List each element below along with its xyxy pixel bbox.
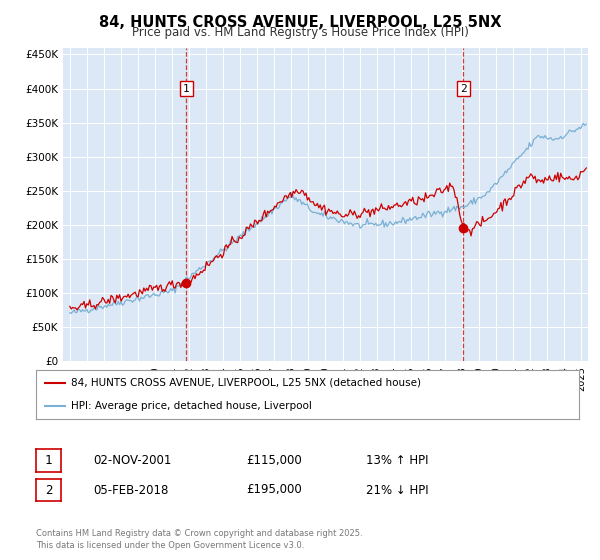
Text: £115,000: £115,000 — [246, 454, 302, 467]
Text: 1: 1 — [45, 454, 52, 467]
Text: 02-NOV-2001: 02-NOV-2001 — [93, 454, 172, 467]
Text: 13% ↑ HPI: 13% ↑ HPI — [366, 454, 428, 467]
Text: 2: 2 — [460, 83, 467, 94]
Text: £195,000: £195,000 — [246, 483, 302, 497]
Text: Price paid vs. HM Land Registry's House Price Index (HPI): Price paid vs. HM Land Registry's House … — [131, 26, 469, 39]
Text: 2: 2 — [45, 483, 52, 497]
Text: 84, HUNTS CROSS AVENUE, LIVERPOOL, L25 5NX (detached house): 84, HUNTS CROSS AVENUE, LIVERPOOL, L25 5… — [71, 378, 421, 388]
Text: 05-FEB-2018: 05-FEB-2018 — [93, 483, 169, 497]
Text: HPI: Average price, detached house, Liverpool: HPI: Average price, detached house, Live… — [71, 400, 312, 410]
Text: 84, HUNTS CROSS AVENUE, LIVERPOOL, L25 5NX: 84, HUNTS CROSS AVENUE, LIVERPOOL, L25 5… — [99, 15, 501, 30]
Text: 1: 1 — [183, 83, 190, 94]
Text: 21% ↓ HPI: 21% ↓ HPI — [366, 483, 428, 497]
Text: Contains HM Land Registry data © Crown copyright and database right 2025.
This d: Contains HM Land Registry data © Crown c… — [36, 529, 362, 550]
